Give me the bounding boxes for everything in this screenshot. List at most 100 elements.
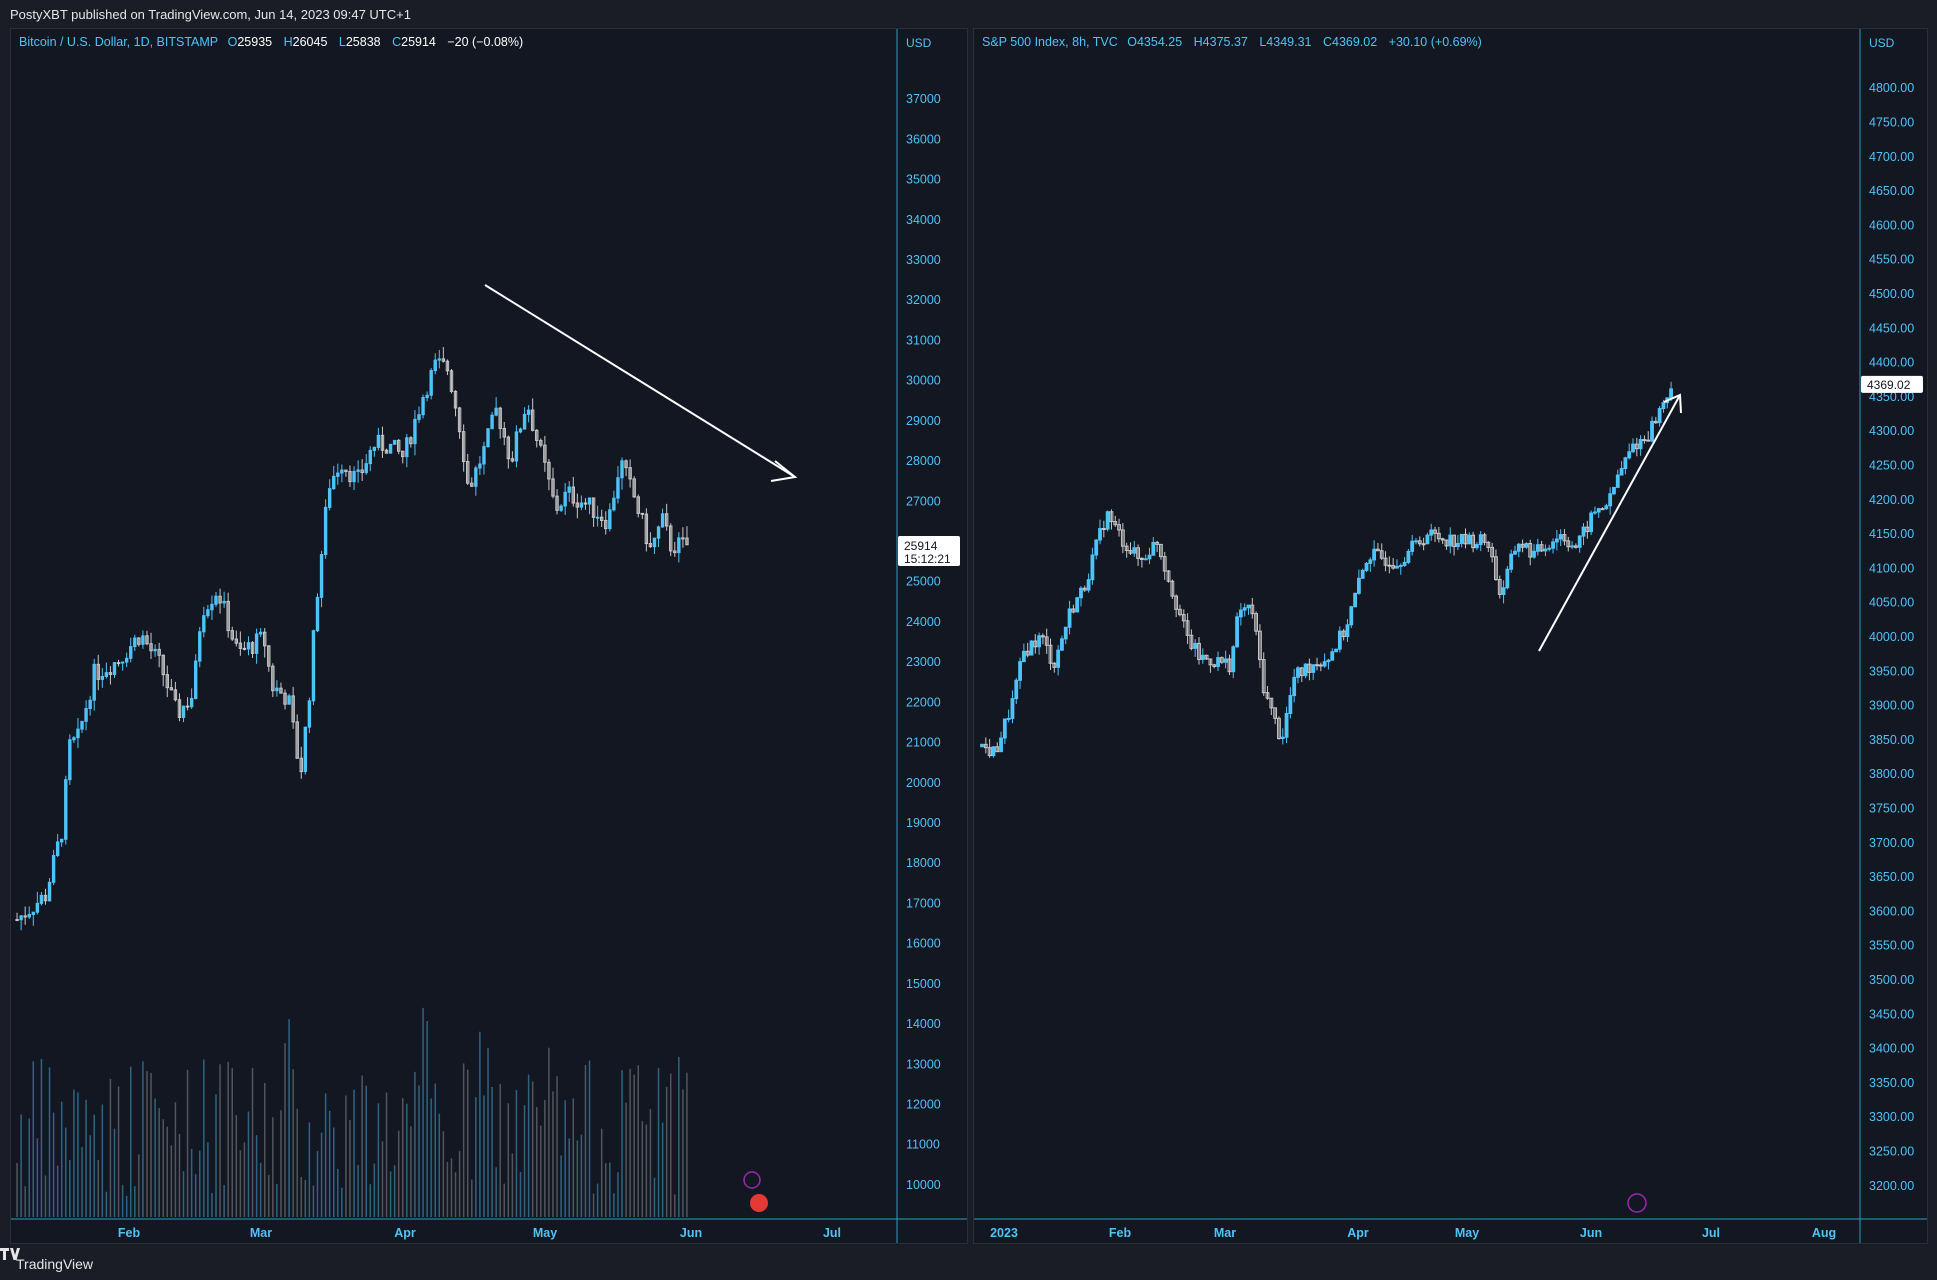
spx-candle-body	[1109, 511, 1114, 523]
btc-candle-body	[161, 654, 165, 676]
btc-close: 25914	[401, 35, 436, 49]
btc-candle-body	[242, 647, 247, 650]
btc-candle-body	[425, 394, 429, 399]
btc-candle-body	[482, 446, 486, 465]
btc-candle-body	[372, 446, 377, 451]
spx-y-tick-label: 3400.00	[1869, 1042, 1914, 1056]
spx-candle-body	[1014, 679, 1019, 700]
spx-candle-body	[1033, 640, 1038, 648]
spx-candle-body	[1254, 613, 1259, 632]
btc-candle-body	[344, 469, 348, 472]
btc-candle-body	[23, 915, 27, 918]
btc-y-tick-label: 18000	[906, 856, 941, 870]
btc-candle-body	[116, 662, 121, 665]
btc-candle-body	[137, 637, 141, 645]
btc-candle-body	[453, 390, 458, 409]
btc-candle-body	[518, 428, 523, 433]
btc-x-tick-label: May	[533, 1226, 557, 1240]
btc-candle-body	[133, 637, 137, 648]
btc-candle-body	[640, 512, 644, 515]
btc-candle-body	[145, 635, 149, 645]
spx-candle-body	[1612, 486, 1616, 495]
btc-candle-body	[421, 397, 425, 416]
btc-candle-body	[39, 894, 44, 904]
spx-y-tick-label: 4200.00	[1869, 493, 1914, 507]
spx-candle-body	[1227, 658, 1232, 673]
btc-candle-body	[401, 450, 405, 458]
spx-candle-body	[1120, 529, 1125, 547]
spx-candle-body	[1372, 548, 1377, 561]
spx-candle-body	[1197, 642, 1201, 660]
spx-candle-body	[1368, 559, 1373, 564]
spx-candle-body	[1067, 608, 1072, 628]
btc-candle-body	[214, 595, 218, 605]
btc-candle-body	[124, 657, 129, 663]
btc-candle-body	[92, 663, 96, 701]
spx-y-tick-label: 3550.00	[1869, 939, 1914, 953]
btc-candle-body	[315, 596, 320, 632]
btc-candle-body	[149, 643, 153, 652]
spx-candle-body	[1650, 420, 1654, 442]
btc-x-tick-label: Jul	[823, 1226, 841, 1240]
spx-candle-body	[1657, 408, 1662, 424]
btc-candle-body	[441, 358, 446, 362]
spx-candle-body	[1216, 657, 1220, 667]
spx-candle-body	[1356, 577, 1361, 594]
btc-candle-body	[457, 407, 462, 433]
btc-candle-body	[551, 478, 555, 497]
btc-candle-body	[348, 470, 352, 483]
spx-candle-body	[1345, 624, 1350, 638]
spx-candle-body	[1600, 508, 1605, 511]
spx-candle-body	[1349, 606, 1354, 626]
btc-close-label: C	[392, 35, 402, 49]
spx-y-tick-label: 3700.00	[1869, 836, 1914, 850]
spx-candle-body	[1524, 543, 1529, 548]
spx-candle-body	[1593, 511, 1597, 514]
spx-candle-body	[1151, 541, 1156, 556]
spx-candle-body	[1535, 544, 1540, 552]
btc-y-tick-label: 15000	[906, 977, 941, 991]
publish-text: PostyXBT published on TradingView.com, J…	[10, 7, 411, 22]
spx-candle-body	[1417, 540, 1422, 545]
spx-close: 4369.02	[1332, 35, 1378, 49]
spx-symbol: S&P 500 Index, 8h, TVC	[982, 35, 1118, 49]
spx-candle-body	[1265, 692, 1270, 699]
btc-candle-body	[336, 472, 340, 477]
spx-candle-body	[1608, 493, 1613, 507]
btc-y-tick-label: 23000	[906, 655, 941, 669]
spx-x-tick-label: Jun	[1580, 1226, 1602, 1240]
btc-candle-body	[591, 497, 596, 518]
btc-candle-body	[198, 631, 202, 662]
btc-candle-body	[206, 609, 210, 617]
spx-candle-body	[1052, 662, 1057, 668]
btc-candle-body	[652, 537, 657, 548]
spx-candle-body	[1204, 654, 1209, 660]
btc-y-tick-label: 13000	[906, 1057, 941, 1071]
spx-candle-body	[1615, 474, 1620, 488]
spx-candle-body	[1471, 534, 1476, 549]
btc-candle-body	[64, 779, 68, 840]
btc-last-price-box	[898, 535, 960, 566]
spx-chart-panel[interactable]: S&P 500 Index, 8h, TVC O4354.25 H4375.37…	[973, 28, 1928, 1244]
btc-chart-panel[interactable]: Bitcoin / U.S. Dollar, 1D, BITSTAMP O259…	[10, 28, 968, 1244]
spx-candle-body	[1330, 651, 1335, 661]
spx-candle-body	[987, 747, 992, 757]
btc-candle-body	[669, 525, 673, 552]
spx-x-tick-label: Feb	[1109, 1226, 1132, 1240]
spx-candle-body	[1166, 570, 1171, 582]
spx-candle-body	[1242, 607, 1247, 611]
spx-x-tick-label: Mar	[1214, 1226, 1236, 1240]
spx-low-label: L	[1259, 35, 1267, 49]
footer-bar: TradingView	[0, 1248, 1937, 1280]
btc-candle-body	[364, 463, 368, 474]
spx-candle-body	[1448, 534, 1453, 547]
spx-chart-canvas: USD 4800.00 4750.00 4700.00 4650.00 4600.00 45…	[974, 29, 1927, 1243]
spx-candle-body	[1604, 505, 1609, 510]
btc-candle-body	[547, 461, 551, 480]
spx-candle-body	[1562, 534, 1567, 542]
spx-candle-body	[1181, 614, 1186, 622]
btc-candle-body	[616, 477, 620, 499]
brand-label[interactable]: TradingView	[16, 1256, 94, 1272]
spx-candle-body	[1090, 554, 1095, 581]
btc-candle-body	[230, 630, 234, 640]
